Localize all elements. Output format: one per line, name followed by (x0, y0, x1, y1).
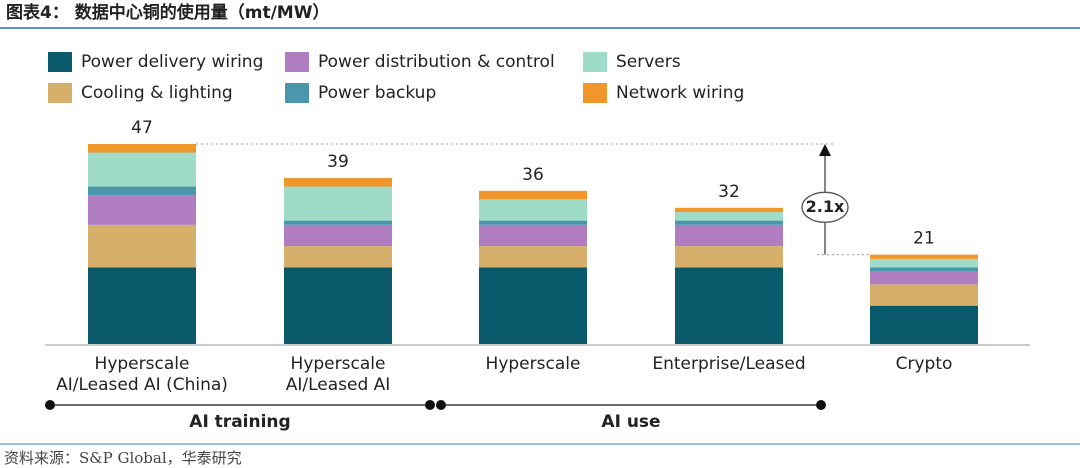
bar-segment (284, 186, 392, 221)
legend-label: Network wiring (616, 83, 744, 103)
legend-label: Servers (616, 52, 681, 72)
bar-segment (675, 212, 783, 221)
bar-segment (284, 246, 392, 268)
x-tick-label: Enterprise/Leased (652, 354, 805, 374)
bar-segment (675, 267, 783, 344)
annotation-oval (801, 191, 849, 223)
bar-segment (479, 220, 587, 225)
bar-segment (675, 207, 783, 213)
bar-segment (870, 284, 978, 306)
bar-segment (88, 152, 196, 187)
x-tick-label: Hyperscale (291, 354, 386, 374)
total-label: 36 (522, 165, 544, 185)
bar-segment (479, 246, 587, 268)
annotation: 2.1x (806, 197, 845, 216)
bar-segment (88, 186, 196, 196)
bar-segment (870, 267, 978, 272)
bar-segment (870, 254, 978, 259)
bar-segment (870, 258, 978, 268)
legend-label: Power backup (318, 83, 436, 103)
group-dot (816, 400, 826, 410)
bar-segment (88, 224, 196, 268)
bar-segment (675, 220, 783, 225)
x-tick-label: Crypto (896, 354, 953, 374)
bar-segment (88, 195, 196, 225)
bar-segment (88, 144, 196, 153)
bar-segment (479, 190, 587, 200)
group-label: AI training (189, 412, 290, 432)
x-tick-label: Hyperscale (486, 354, 581, 374)
arrow-head (819, 144, 831, 156)
legend-swatch (285, 83, 309, 103)
legend-swatch (285, 52, 309, 72)
total-label: 21 (913, 229, 935, 249)
bar-segment (675, 246, 783, 268)
total-label: 39 (327, 152, 349, 172)
legend-swatch (48, 52, 72, 72)
bar-segment (88, 267, 196, 344)
legend-label: Cooling & lighting (81, 83, 233, 103)
bar-segment (284, 220, 392, 225)
group-dot (45, 400, 55, 410)
source: 资料来源：S&P Global，华泰研究 (4, 449, 242, 467)
total-label: 32 (718, 182, 740, 202)
total-label: 47 (131, 118, 153, 138)
bar-segment (870, 305, 978, 344)
group-dot (425, 400, 435, 410)
legend-swatch (583, 52, 607, 72)
bar-segment (479, 267, 587, 344)
bar-segment (870, 271, 978, 285)
group-dot (436, 400, 446, 410)
legend-swatch (583, 83, 607, 103)
bar-segment (479, 199, 587, 221)
legend-swatch (48, 83, 72, 103)
x-tick-label: AI/Leased AI (286, 375, 391, 395)
bar-segment (284, 224, 392, 247)
legend-label: Power distribution & control (318, 52, 555, 72)
group-label: AI use (601, 412, 660, 432)
x-tick-label: Hyperscale (95, 354, 190, 374)
page-title: 图表4： 数据中心铜的使用量（mt/MW） (6, 2, 329, 23)
bar-segment (675, 224, 783, 247)
bar-segment (284, 267, 392, 344)
x-tick-label: AI/Leased AI (China) (56, 375, 228, 395)
bar-segment (479, 224, 587, 247)
legend-label: Power delivery wiring (81, 52, 263, 72)
bar-segment (284, 178, 392, 187)
